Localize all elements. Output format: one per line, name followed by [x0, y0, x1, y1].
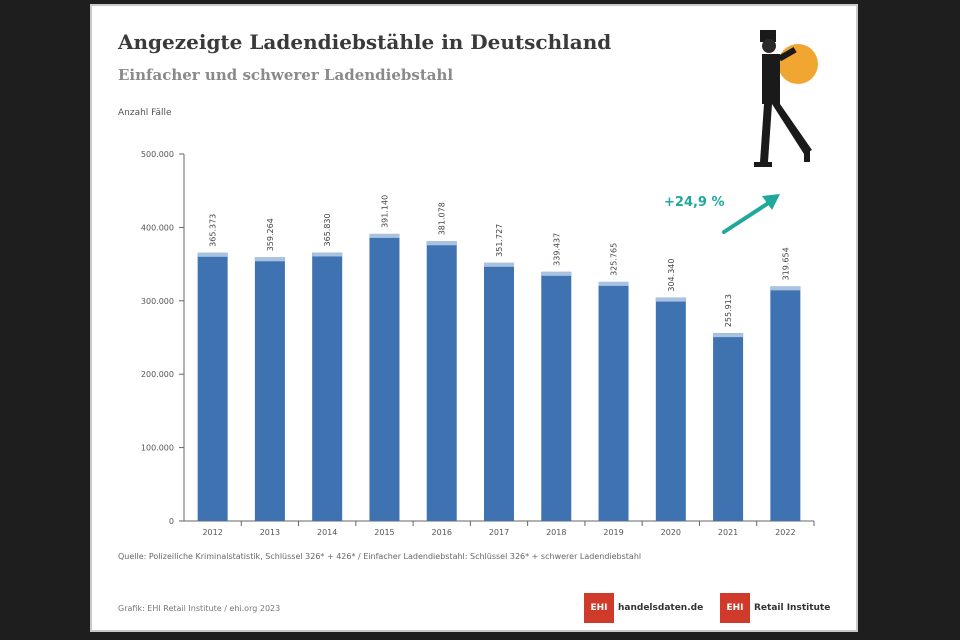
- chart-title: Angezeigte Ladendiebstähle in Deutschlan…: [118, 30, 612, 54]
- logo-label: handelsdaten.de: [618, 603, 704, 613]
- x-tick-label: 2022: [775, 528, 795, 537]
- x-tick-label: 2017: [489, 528, 509, 537]
- x-tick-label: 2018: [546, 528, 566, 537]
- y-axis-unit: Anzahl Fälle: [118, 108, 172, 118]
- bar: [197, 252, 228, 521]
- y-tick-label: 100.000: [141, 444, 174, 453]
- bar-top-highlight: [484, 262, 514, 267]
- growth-arrow: [722, 200, 772, 234]
- bar-top-highlight: [713, 333, 744, 338]
- bar-chart: 0 100.000 200.000 300.000 400.000 500.000 365.…: [141, 150, 815, 537]
- bar: [713, 333, 744, 521]
- chart-subtitle: Einfacher und schwerer Ladendiebstahl: [118, 66, 454, 84]
- bar-top-highlight: [541, 271, 572, 276]
- x-tick-label: 2021: [718, 528, 738, 537]
- bar-top-highlight: [197, 252, 228, 257]
- bar-value-label: 381.078: [438, 202, 447, 235]
- growth-arrow-head: [762, 194, 780, 210]
- source-note: Quelle: Polizeiliche Kriminalstatistik, …: [118, 552, 642, 561]
- bar: [484, 262, 514, 521]
- bar-top-highlight: [770, 286, 801, 291]
- bar-top-highlight: [598, 281, 629, 286]
- bar-top-highlight: [254, 257, 285, 262]
- growth-label: +24,9 %: [664, 195, 725, 210]
- bar-top-highlight: [369, 233, 400, 238]
- bar-value-label: 365.373: [209, 214, 218, 247]
- bar: [770, 286, 801, 521]
- x-tick-label: 2012: [202, 528, 222, 537]
- logo-label: Retail Institute: [754, 603, 831, 613]
- y-tick-label: 0: [169, 517, 174, 526]
- x-tick-label: 2015: [374, 528, 394, 537]
- bar: [541, 271, 572, 521]
- bar-top-highlight: [426, 241, 457, 246]
- bar-value-label: 319.654: [781, 247, 790, 280]
- logo-mark: EHI: [720, 593, 750, 623]
- bar: [598, 281, 629, 521]
- bar-value-label: 359.264: [266, 218, 275, 251]
- bar-value-label: 365.830: [323, 213, 332, 246]
- bar: [254, 257, 285, 521]
- logo-ehi[interactable]: EHI Retail Institute: [720, 592, 830, 624]
- x-tick-label: 2014: [317, 528, 337, 537]
- logo-handelsdaten[interactable]: EHI handelsdaten.de: [584, 592, 703, 624]
- y-tick-label: 500.000: [141, 150, 174, 159]
- bar-top-highlight: [655, 297, 686, 302]
- logo-mark: EHI: [584, 593, 614, 623]
- bar-value-label: 304.340: [667, 259, 676, 292]
- y-tick-label: 400.000: [141, 223, 174, 232]
- bar: [655, 297, 686, 521]
- x-tick-label: 2013: [260, 528, 280, 537]
- bar: [312, 252, 343, 521]
- bar-value-label: 391.140: [380, 195, 389, 228]
- bar: [369, 233, 400, 521]
- y-tick-label: 200.000: [141, 370, 174, 379]
- y-tick-label: 300.000: [141, 297, 174, 306]
- bar-value-label: 255.913: [724, 294, 733, 327]
- bar-value-label: 339.437: [552, 233, 561, 266]
- credit-note: Grafik: EHI Retail Institute / ehi.org 2…: [118, 604, 281, 613]
- bar-value-label: 351.727: [495, 224, 504, 257]
- bar-top-highlight: [312, 252, 343, 257]
- thief-illustration-icon: [754, 30, 818, 167]
- x-tick-label: 2019: [603, 528, 623, 537]
- x-tick-label: 2016: [432, 528, 452, 537]
- x-tick-label: 2020: [661, 528, 681, 537]
- bar-value-label: 325.765: [610, 243, 619, 276]
- bar: [426, 241, 457, 521]
- chart-card: Angezeigte Ladendiebstähle in Deutschlan…: [90, 4, 858, 632]
